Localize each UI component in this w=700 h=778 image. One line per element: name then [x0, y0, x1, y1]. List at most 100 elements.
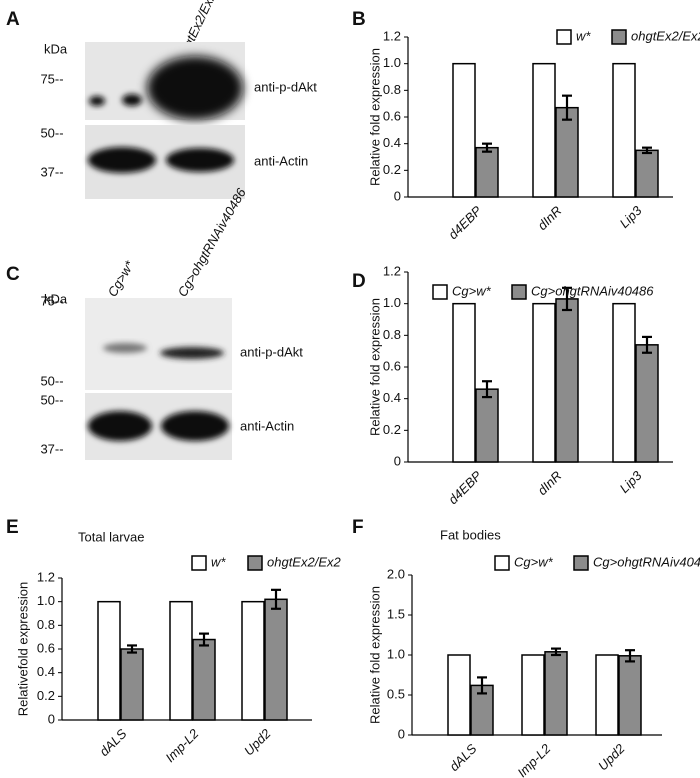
marker-label: 75-- [40, 71, 63, 86]
y-tick-label: 0.4 [383, 135, 401, 150]
error-bar [562, 286, 572, 312]
unit-label: kDa [44, 291, 68, 306]
blot-strip [85, 42, 245, 120]
bar [612, 62, 636, 198]
bar [452, 302, 476, 463]
y-tick-label: 1.2 [383, 28, 401, 43]
y-tick-label: 0.4 [37, 664, 55, 679]
x-tick-label: d4EBP [445, 468, 484, 507]
bar [447, 654, 471, 736]
bar [97, 600, 121, 721]
x-tick-label: d4EBP [445, 203, 484, 242]
bar [532, 62, 556, 198]
error-bar [271, 588, 281, 610]
bar [555, 298, 579, 463]
y-tick-label: 0.6 [383, 108, 401, 123]
bar [452, 62, 476, 198]
y-tick-label: 0.8 [37, 617, 55, 632]
legend-label: Cg>w* [514, 554, 554, 569]
error-bar [642, 335, 652, 354]
y-tick-label: 0.6 [383, 358, 401, 373]
marker-label: 37-- [40, 164, 63, 179]
y-axis-label: Relative fold expression [367, 586, 382, 724]
y-tick-label: 1.5 [387, 606, 405, 621]
panel-letter: C [6, 264, 20, 285]
bar [192, 638, 216, 721]
bar [612, 302, 636, 463]
bar [264, 598, 288, 721]
legend-swatch [432, 284, 448, 300]
legend-swatch [573, 555, 589, 571]
x-tick-label: Imp-L2 [162, 725, 202, 765]
y-tick-label: 0.6 [37, 640, 55, 655]
error-bar [477, 676, 487, 695]
error-bar [482, 142, 492, 153]
bar [169, 600, 193, 721]
panel-letter: B [352, 9, 366, 30]
legend-label: Cg>ohgtRNAiv40486 [531, 283, 654, 298]
marker-label: 37-- [40, 441, 63, 456]
lane-label: Cg>w* [105, 257, 138, 299]
y-tick-label: 1.0 [37, 593, 55, 608]
bar [521, 654, 545, 736]
x-tick-label: dALS [96, 726, 129, 759]
antibody-label: anti-p-dAkt [240, 344, 303, 359]
chart-title: Total larvae [78, 529, 144, 544]
y-tick-label: 1.0 [383, 295, 401, 310]
y-tick-label: 0.2 [383, 422, 401, 437]
legend-swatch [247, 555, 263, 571]
unit-label: kDa [44, 41, 68, 56]
y-tick-label: 0 [394, 188, 401, 203]
bar [241, 600, 265, 721]
x-tick-label: Lip3 [617, 202, 646, 231]
y-tick-label: 1.0 [387, 646, 405, 661]
x-tick-label: dALS [446, 741, 479, 774]
bar [635, 344, 659, 463]
y-tick-label: 2.0 [387, 566, 405, 581]
y-axis-label: Relative fold expression [367, 298, 382, 436]
error-bar [562, 94, 572, 121]
legend-swatch [611, 29, 627, 45]
y-tick-label: 0 [394, 453, 401, 468]
error-bar [482, 380, 492, 399]
error-bar [642, 146, 652, 155]
panel-letter: E [6, 517, 19, 538]
error-bar [127, 644, 137, 654]
antibody-label: anti-Actin [254, 153, 308, 168]
y-tick-label: 0.2 [383, 162, 401, 177]
legend-swatch [556, 29, 572, 45]
legend-label: w* [211, 554, 226, 569]
y-tick-label: 1.2 [37, 569, 55, 584]
error-bar [625, 649, 635, 663]
y-tick-label: 1.2 [383, 263, 401, 278]
legend-label: Cg>w* [452, 283, 492, 298]
bar [120, 648, 144, 721]
legend-label: ohgtEx2/Ex2 [267, 554, 341, 569]
bar [635, 149, 659, 198]
bar [544, 651, 568, 736]
y-tick-label: 0.2 [37, 688, 55, 703]
blot-strip [85, 125, 245, 199]
x-tick-label: dInR [535, 468, 565, 498]
error-bar [551, 647, 561, 657]
bar [555, 106, 579, 198]
marker-label: 50-- [40, 373, 63, 388]
x-tick-label: Upd2 [595, 740, 628, 773]
y-axis-label: Relative fold expression [367, 48, 382, 186]
legend-swatch [494, 555, 510, 571]
y-tick-label: 0.8 [383, 327, 401, 342]
blot-strip [85, 393, 232, 460]
y-tick-label: 0.5 [387, 686, 405, 701]
x-tick-label: Imp-L2 [514, 740, 554, 778]
panel-letter: A [6, 9, 20, 30]
error-bar [199, 632, 209, 647]
bar [618, 655, 642, 736]
marker-label: 75-- [40, 293, 63, 308]
panel-letter: F [352, 517, 364, 538]
panel-letter: D [352, 271, 366, 292]
antibody-label: anti-Actin [240, 418, 294, 433]
marker-label: 50-- [40, 392, 63, 407]
legend-swatch [191, 555, 207, 571]
y-tick-label: 1.0 [383, 55, 401, 70]
